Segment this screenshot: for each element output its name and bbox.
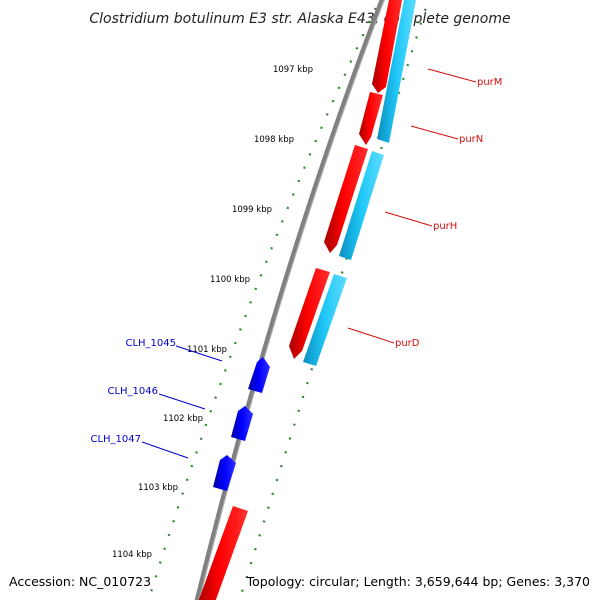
- tick-label: 1101 kbp: [187, 345, 227, 355]
- label-purD: purD: [395, 338, 420, 349]
- reverse-genes: [213, 357, 270, 491]
- leader-line: [141, 441, 189, 459]
- label-CLH_1046: CLH_1046: [107, 386, 158, 397]
- label-purH: purH: [433, 221, 457, 232]
- tick-label: 1098 kbp: [254, 135, 294, 145]
- leader-line: [175, 345, 223, 362]
- gene-CLH_1045: [248, 357, 270, 393]
- leader-line: [410, 125, 459, 140]
- leader-line: [427, 68, 477, 83]
- cds-strip: [303, 274, 347, 366]
- gene-purD: [289, 268, 330, 359]
- tick-label: 1097 kbp: [273, 65, 313, 75]
- backbone-highlight: [198, 0, 385, 600]
- tick-label: 1102 kbp: [163, 414, 203, 424]
- label-CLH_1047: CLH_1047: [90, 434, 141, 445]
- gene-CLH_1047: [213, 455, 236, 491]
- reverse-gene-labels: CLH_1045 CLH_1046 CLH_1047: [90, 338, 223, 459]
- cds-strips: [303, 0, 417, 366]
- gene-purH: [324, 145, 368, 253]
- map-title: Clostridium botulinum E3 str. Alaska E43…: [89, 11, 510, 27]
- leader-line: [384, 211, 433, 227]
- gene-purM: [372, 0, 403, 93]
- tick-label: 1100 kbp: [210, 275, 250, 285]
- label-purN: purN: [459, 134, 483, 145]
- tick-labels: 1097 kbp 1098 kbp 1099 kbp 1100 kbp 1101…: [112, 65, 313, 560]
- label-CLH_1045: CLH_1045: [125, 338, 176, 349]
- cds-strip: [377, 0, 417, 143]
- label-purM: purM: [477, 77, 502, 88]
- gene-purN: [359, 92, 383, 145]
- tick-label: 1099 kbp: [232, 205, 272, 215]
- forward-genes: [198, 0, 403, 600]
- cds-strip: [339, 151, 384, 260]
- accession-text: Accession: NC_010723: [9, 574, 151, 589]
- tick-label: 1103 kbp: [138, 483, 178, 493]
- leader-line: [347, 327, 395, 344]
- forward-gene-labels: purM purN purH purD: [347, 68, 502, 349]
- summary-text: Topology: circular; Length: 3,659,644 bp…: [246, 574, 590, 589]
- genome-backbone: [194, 0, 385, 600]
- gene-red-lower: [198, 506, 248, 600]
- gene-CLH_1046: [231, 406, 253, 441]
- tick-label: 1104 kbp: [112, 550, 152, 560]
- leader-line: [158, 393, 206, 410]
